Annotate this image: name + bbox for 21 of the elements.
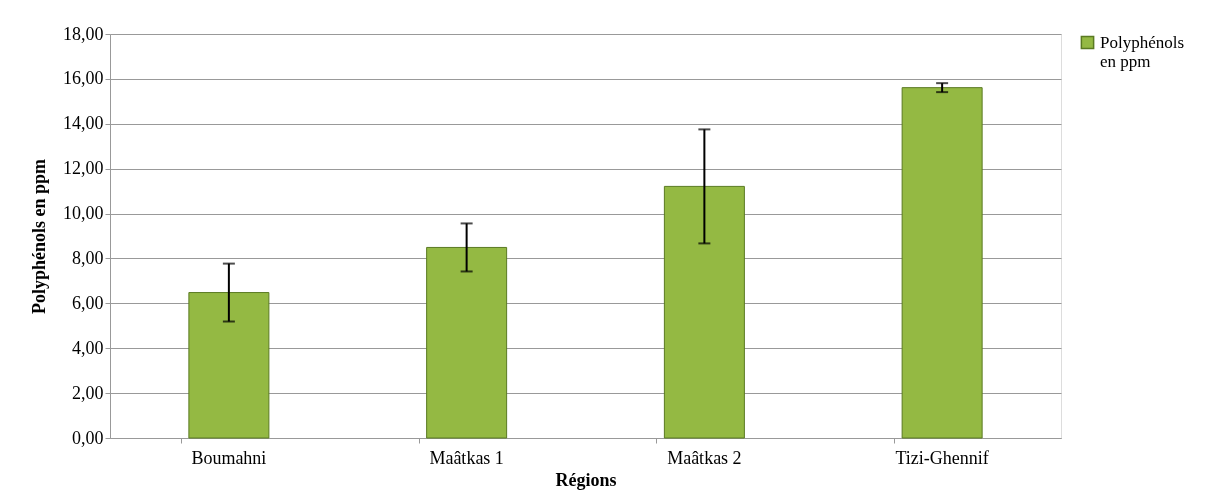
y-tick-label: 18,00 [63,23,104,44]
y-tick-label: 16,00 [63,68,104,89]
y-tick-label: 0,00 [72,427,104,448]
y-tick-label: 10,00 [63,203,104,224]
x-tick-label: Boumahni [191,447,267,468]
y-tick-label: 6,00 [72,292,104,313]
x-axis-title: Régions [555,469,617,490]
bar [426,246,508,439]
x-tick-label: Tizi-Ghennif [895,447,989,468]
bar [901,87,983,439]
x-tick-label: Maâtkas 1 [429,447,504,468]
x-tick-label: Maâtkas 2 [667,447,742,468]
bar [663,185,745,439]
y-axis-title: Polyphénols en ppm [29,158,49,315]
y-tick-label: 14,00 [63,113,104,134]
bar [188,292,270,439]
y-tick-label: 2,00 [72,382,104,403]
y-tick-label: 4,00 [72,337,104,358]
y-tick-label: 12,00 [63,158,104,179]
y-tick-label: 8,00 [72,247,104,268]
legend-label: Polyphénols en ppm [1100,32,1185,71]
